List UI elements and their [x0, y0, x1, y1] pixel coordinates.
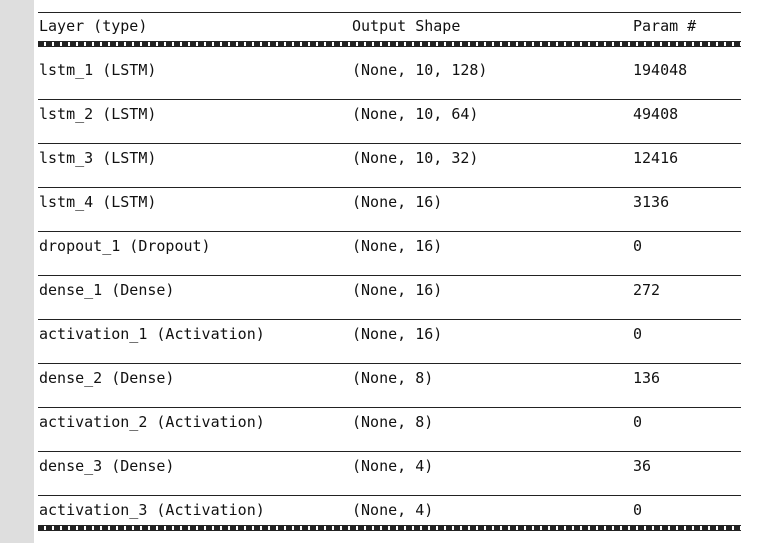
row-output-shape: (None, 10, 32): [352, 149, 479, 167]
row-layer: activation_1 (Activation): [39, 325, 265, 343]
footer-separator: [38, 525, 741, 531]
header-param-count: Param #: [633, 17, 697, 35]
row-param-count: 49408: [633, 105, 679, 123]
row-output-shape: (None, 4): [352, 501, 434, 519]
row-separator: [38, 495, 741, 496]
row-layer: activation_3 (Activation): [39, 501, 265, 519]
row-layer: dense_2 (Dense): [39, 369, 175, 387]
row-layer: lstm_1 (LSTM): [39, 61, 157, 79]
row-param-count: 36: [633, 457, 652, 475]
model-summary: Layer (type) Output Shape Param # lstm_1…: [38, 0, 741, 543]
row-layer: dropout_1 (Dropout): [39, 237, 211, 255]
row-output-shape: (None, 16): [352, 281, 443, 299]
header-separator: [38, 41, 741, 47]
row-output-shape: (None, 8): [352, 413, 434, 431]
header-layer: Layer (type): [39, 17, 148, 35]
row-layer: activation_2 (Activation): [39, 413, 265, 431]
row-param-count: 272: [633, 281, 661, 299]
row-param-count: 0: [633, 237, 643, 255]
row-layer: dense_3 (Dense): [39, 457, 175, 475]
row-separator: [38, 99, 741, 100]
row-param-count: 136: [633, 369, 661, 387]
row-param-count: 3136: [633, 193, 670, 211]
row-separator: [38, 451, 741, 452]
row-layer: lstm_3 (LSTM): [39, 149, 157, 167]
row-param-count: 0: [633, 325, 643, 343]
row-separator: [38, 407, 741, 408]
row-output-shape: (None, 16): [352, 237, 443, 255]
row-separator: [38, 275, 741, 276]
row-param-count: 12416: [633, 149, 679, 167]
row-separator: [38, 187, 741, 188]
row-param-count: 0: [633, 501, 643, 519]
row-output-shape: (None, 8): [352, 369, 434, 387]
row-separator: [38, 143, 741, 144]
row-output-shape: (None, 16): [352, 325, 443, 343]
row-layer: dense_1 (Dense): [39, 281, 175, 299]
header-output-shape: Output Shape: [352, 17, 461, 35]
row-output-shape: (None, 10, 128): [352, 61, 488, 79]
row-output-shape: (None, 10, 64): [352, 105, 479, 123]
row-output-shape: (None, 4): [352, 457, 434, 475]
row-layer: lstm_4 (LSTM): [39, 193, 157, 211]
row-separator: [38, 231, 741, 232]
row-separator: [38, 363, 741, 364]
row-param-count: 0: [633, 413, 643, 431]
row-layer: lstm_2 (LSTM): [39, 105, 157, 123]
row-output-shape: (None, 16): [352, 193, 443, 211]
row-separator: [38, 319, 741, 320]
left-gutter: [0, 0, 34, 543]
row-param-count: 194048: [633, 61, 688, 79]
top-rule: [38, 12, 741, 13]
